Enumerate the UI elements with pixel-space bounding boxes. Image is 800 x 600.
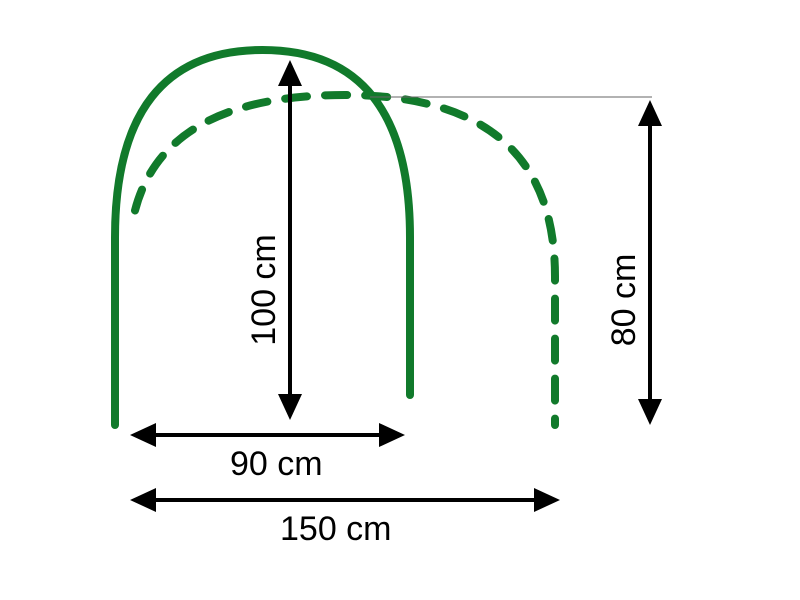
label-150cm: 150 cm [280, 510, 392, 548]
dimension-150cm [130, 488, 560, 512]
label-100cm: 100 cm [245, 234, 283, 346]
dimension-90cm [130, 423, 405, 447]
label-90cm: 90 cm [230, 445, 323, 483]
label-80cm: 80 cm [605, 254, 643, 347]
dimension-diagram: 100 cm 80 cm 90 cm 150 cm [0, 0, 800, 600]
hoop-dashed [135, 95, 555, 425]
